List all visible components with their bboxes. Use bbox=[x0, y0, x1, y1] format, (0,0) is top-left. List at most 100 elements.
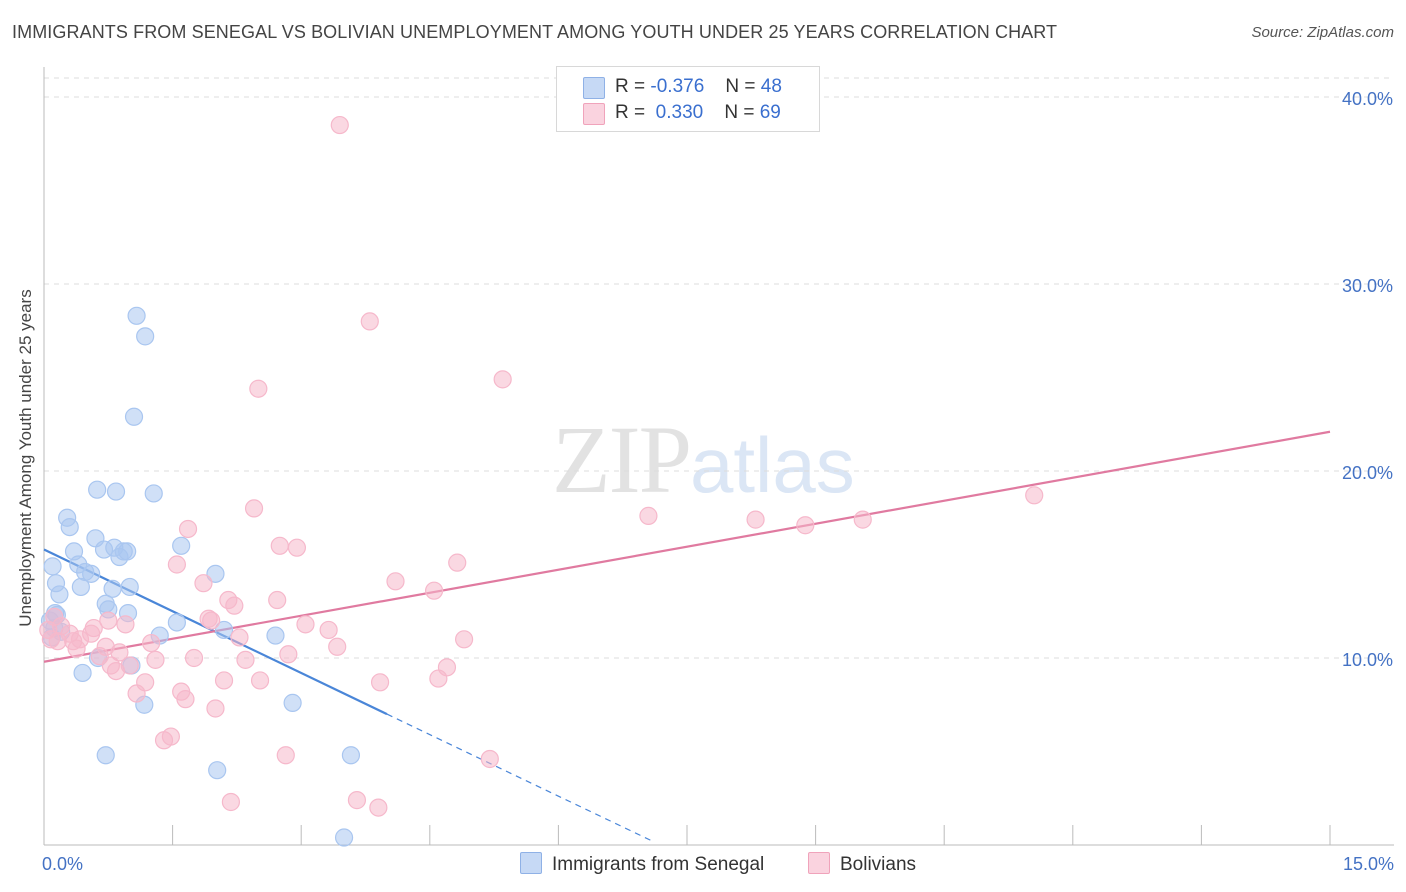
point-senegal bbox=[82, 564, 101, 583]
point-senegal bbox=[73, 663, 92, 683]
point-bolivians bbox=[146, 650, 165, 669]
point-bolivians bbox=[206, 699, 225, 718]
point-bolivians bbox=[347, 791, 367, 810]
watermark: ZIPatlas bbox=[552, 404, 855, 515]
point-bolivians bbox=[116, 615, 135, 634]
point-senegal bbox=[334, 828, 354, 847]
bottom-legend-bolivians: Bolivians bbox=[808, 852, 916, 876]
x-tick-label: 0.0% bbox=[42, 854, 83, 874]
point-bolivians bbox=[746, 510, 765, 529]
point-bolivians bbox=[221, 792, 240, 812]
point-bolivians bbox=[328, 637, 347, 656]
bottom-legend-swatch-senegal bbox=[520, 852, 542, 874]
point-senegal bbox=[103, 579, 122, 598]
point-senegal bbox=[214, 620, 234, 640]
legend-swatch-senegal bbox=[583, 77, 605, 99]
point-bolivians bbox=[225, 596, 244, 615]
point-senegal bbox=[43, 557, 62, 576]
point-senegal bbox=[283, 693, 302, 712]
point-bolivians bbox=[454, 630, 474, 649]
watermark-atlas: atlas bbox=[690, 421, 855, 509]
point-bolivians bbox=[287, 538, 307, 557]
point-bolivians bbox=[184, 648, 204, 668]
point-bolivians bbox=[796, 516, 815, 535]
chart-source: Source: ZipAtlas.com bbox=[1251, 24, 1394, 41]
point-bolivians bbox=[360, 312, 379, 331]
point-bolivians bbox=[250, 671, 270, 690]
point-bolivians bbox=[99, 611, 118, 630]
point-bolivians bbox=[142, 633, 161, 653]
data-points bbox=[39, 115, 1044, 847]
bottom-legend-swatch-bolivians bbox=[808, 852, 830, 874]
point-bolivians bbox=[369, 798, 388, 817]
correlation-legend: R = -0.376 N = 48 R = 0.330 N = 69 bbox=[556, 66, 820, 132]
tick-labels: 10.0% 20.0% 30.0% 40.0% 0.0% 15.0% bbox=[42, 89, 1394, 874]
point-bolivians bbox=[296, 615, 315, 634]
chart-title: IMMIGRANTS FROM SENEGAL VS BOLIVIAN UNEM… bbox=[12, 22, 1058, 42]
point-bolivians bbox=[249, 379, 268, 398]
y-tick-label: 30.0% bbox=[1342, 276, 1393, 296]
point-bolivians bbox=[194, 574, 213, 593]
point-bolivians bbox=[330, 115, 349, 135]
y-tick-label: 20.0% bbox=[1342, 463, 1393, 483]
point-bolivians bbox=[319, 620, 338, 640]
point-senegal bbox=[50, 585, 69, 604]
point-senegal bbox=[206, 564, 225, 583]
point-bolivians bbox=[202, 611, 221, 630]
axes bbox=[43, 67, 1394, 846]
point-bolivians bbox=[167, 555, 186, 574]
bottom-legend-label-senegal: Immigrants from Senegal bbox=[552, 854, 765, 875]
point-bolivians bbox=[386, 572, 405, 591]
point-bolivians bbox=[236, 650, 255, 669]
point-bolivians bbox=[84, 618, 103, 638]
bottom-legend-label-bolivians: Bolivians bbox=[840, 854, 917, 875]
point-senegal bbox=[136, 327, 155, 346]
trend-line-bolivians bbox=[43, 430, 1331, 663]
point-senegal bbox=[120, 577, 139, 597]
legend-text-senegal: R = -0.376 N = 48 bbox=[615, 76, 782, 97]
y-tick-label: 40.0% bbox=[1342, 89, 1393, 109]
point-bolivians bbox=[480, 749, 499, 769]
point-senegal bbox=[96, 746, 115, 765]
point-bolivians bbox=[424, 581, 444, 600]
point-bolivians bbox=[437, 658, 457, 677]
point-senegal bbox=[118, 542, 137, 561]
point-bolivians bbox=[448, 553, 467, 572]
point-bolivians bbox=[639, 506, 658, 525]
point-bolivians bbox=[279, 645, 298, 664]
point-bolivians bbox=[276, 746, 295, 765]
point-senegal bbox=[106, 482, 126, 501]
point-bolivians bbox=[120, 656, 139, 675]
point-bolivians bbox=[1025, 486, 1044, 505]
point-senegal bbox=[60, 517, 79, 537]
point-bolivians bbox=[853, 510, 872, 529]
point-bolivians bbox=[136, 673, 155, 692]
y-tick-label: 10.0% bbox=[1342, 650, 1393, 670]
point-senegal bbox=[172, 536, 191, 555]
trend-line-senegal-extension bbox=[386, 713, 653, 842]
point-senegal bbox=[144, 484, 163, 503]
point-bolivians bbox=[214, 671, 234, 690]
point-bolivians bbox=[244, 499, 264, 518]
legend-text-bolivians: R = 0.330 N = 69 bbox=[615, 102, 781, 123]
point-bolivians bbox=[161, 727, 180, 746]
legend-swatch-bolivians bbox=[583, 103, 605, 125]
point-bolivians bbox=[268, 590, 287, 610]
point-senegal bbox=[208, 761, 227, 780]
point-bolivians bbox=[230, 628, 249, 647]
watermark-zip: ZIP bbox=[552, 406, 692, 513]
point-bolivians bbox=[270, 536, 289, 555]
point-senegal bbox=[266, 626, 285, 645]
point-senegal bbox=[127, 306, 146, 325]
point-senegal bbox=[167, 613, 186, 632]
point-senegal bbox=[341, 746, 361, 765]
point-bolivians bbox=[178, 519, 198, 539]
point-bolivians bbox=[176, 690, 195, 709]
point-bolivians bbox=[110, 643, 129, 662]
point-bolivians bbox=[370, 673, 390, 692]
point-senegal bbox=[88, 480, 107, 499]
x-tick-label: 15.0% bbox=[1343, 854, 1394, 874]
bottom-legend-senegal: Immigrants from Senegal bbox=[520, 852, 764, 876]
point-bolivians bbox=[493, 370, 512, 389]
